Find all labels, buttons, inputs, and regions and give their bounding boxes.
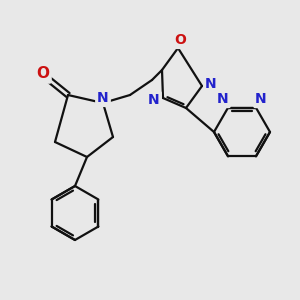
Text: N: N [217,92,229,106]
Text: O: O [37,67,50,82]
Text: N: N [205,77,217,91]
Text: N: N [255,92,267,106]
Text: N: N [97,91,109,105]
Text: N: N [148,93,160,107]
Text: O: O [174,33,186,47]
